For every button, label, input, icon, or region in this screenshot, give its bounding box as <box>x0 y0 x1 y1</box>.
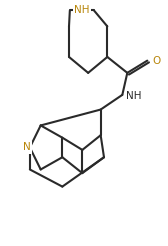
Text: O: O <box>152 56 161 66</box>
Text: N: N <box>23 142 30 153</box>
Text: NH: NH <box>74 5 90 15</box>
Text: NH: NH <box>127 91 142 101</box>
